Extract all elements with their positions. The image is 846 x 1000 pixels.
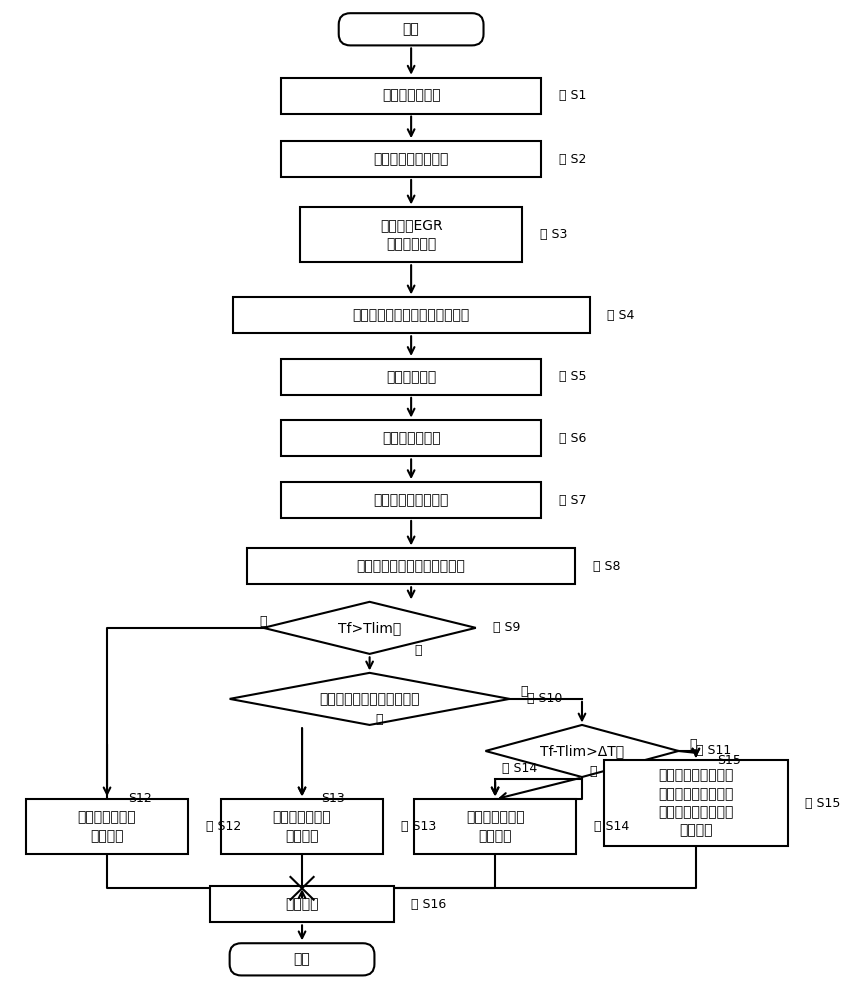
Text: ～ S16: ～ S16 (411, 898, 447, 911)
Text: ～ S12: ～ S12 (206, 820, 241, 833)
Text: ～ S13: ～ S13 (400, 820, 436, 833)
Text: 判断为进行排气
冲程喷射: 判断为进行排气 冲程喷射 (78, 811, 136, 843)
Text: 否: 否 (376, 713, 383, 726)
Text: 喷射燃料: 喷射燃料 (285, 897, 319, 911)
Polygon shape (486, 725, 678, 777)
Text: ～ S8: ～ S8 (592, 560, 620, 573)
Text: ～ S3: ～ S3 (540, 228, 567, 241)
Bar (26, 799, 188, 854)
Text: 否: 否 (689, 738, 697, 751)
Text: ～ S11: ～ S11 (696, 744, 731, 757)
Text: 判断为进行进气
冲程喷射: 判断为进行进气 冲程喷射 (272, 811, 332, 843)
Text: ～ S14: ～ S14 (594, 820, 629, 833)
Text: S15: S15 (717, 754, 741, 767)
Text: 结束: 结束 (294, 952, 310, 966)
Text: S12: S12 (129, 792, 152, 805)
Text: 检测进气压力: 检测进气压力 (386, 370, 437, 384)
Text: 计算上死点的气缸内气体温度: 计算上死点的气缸内气体温度 (357, 559, 465, 573)
Text: 检测冷却剂温度: 检测冷却剂温度 (382, 431, 441, 445)
Text: 否: 否 (260, 615, 267, 628)
Text: 检测内部EGR
气体基础温度: 检测内部EGR 气体基础温度 (380, 219, 442, 251)
Bar (281, 420, 541, 456)
Text: ～ S1: ～ S1 (559, 89, 586, 102)
Text: 判断为基于来自分配
比映射的结果进行进
气冲程和排气冲程的
分离喷射: 判断为基于来自分配 比映射的结果进行进 气冲程和排气冲程的 分离喷射 (658, 768, 733, 838)
Polygon shape (263, 602, 475, 654)
Bar (281, 359, 541, 395)
Text: ～ S9: ～ S9 (493, 621, 520, 634)
Text: 是: 是 (590, 765, 597, 778)
Bar (300, 207, 522, 262)
Text: 检测进气歧管内进气空气的温度: 检测进气歧管内进气空气的温度 (353, 308, 470, 322)
Text: ～ S5: ～ S5 (559, 370, 586, 383)
Text: ～ S4: ～ S4 (607, 309, 634, 322)
Text: 判断为进行进气
冲程喷射: 判断为进行进气 冲程喷射 (466, 811, 525, 843)
Text: ～ S7: ～ S7 (559, 493, 586, 506)
Bar (211, 886, 393, 922)
FancyBboxPatch shape (229, 943, 375, 975)
Text: ～ S15: ～ S15 (805, 797, 840, 810)
Text: 是: 是 (415, 644, 421, 657)
Text: ～ S10: ～ S10 (527, 692, 563, 705)
Text: ～ S6: ～ S6 (559, 432, 586, 445)
Text: S13: S13 (321, 792, 345, 805)
Polygon shape (229, 673, 509, 725)
Text: 计算发动机负荷因子: 计算发动机负荷因子 (373, 152, 449, 166)
FancyBboxPatch shape (338, 13, 484, 45)
Bar (247, 548, 575, 584)
Bar (414, 799, 576, 854)
Bar (221, 799, 383, 854)
Bar (281, 482, 541, 518)
Text: 存在用于分离喷射的区域？: 存在用于分离喷射的区域？ (319, 692, 420, 706)
Bar (281, 141, 541, 177)
Text: 开始: 开始 (403, 22, 420, 36)
Text: ～ S2: ～ S2 (559, 153, 586, 166)
Text: ～ S14: ～ S14 (502, 762, 537, 775)
Text: 检测发动机转速: 检测发动机转速 (382, 89, 441, 103)
Text: Tf-Tlim>ΔT？: Tf-Tlim>ΔT？ (540, 744, 624, 758)
Text: 检测进气阀关闭定时: 检测进气阀关闭定时 (373, 493, 449, 507)
Bar (281, 78, 541, 114)
Text: Tf>Tlim？: Tf>Tlim？ (338, 621, 401, 635)
Bar (233, 297, 590, 333)
Bar (604, 760, 788, 846)
Text: 是: 是 (520, 685, 528, 698)
